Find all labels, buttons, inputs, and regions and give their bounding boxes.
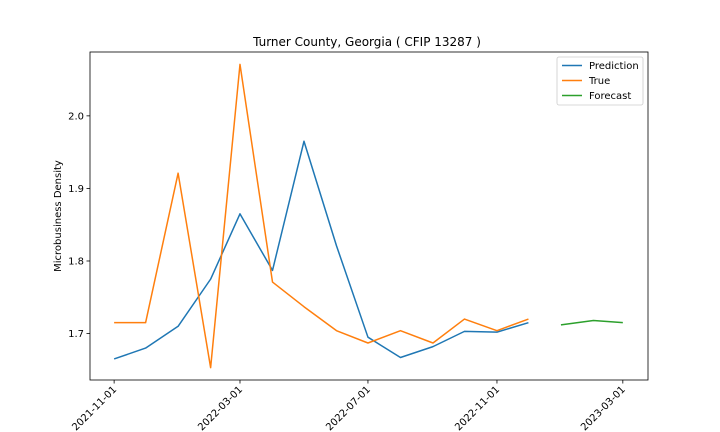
plot-area (113, 63, 623, 369)
y-tick-label: 2.0 (68, 111, 84, 122)
y-tick-label: 1.7 (68, 329, 84, 340)
legend-label-prediction: Prediction (589, 61, 639, 72)
series-line-forecast (560, 319, 623, 326)
chart-title: Turner County, Georgia ( CFIP 13287 ) (252, 35, 481, 49)
plot-frame (89, 51, 649, 381)
legend: Prediction True Forecast (556, 56, 644, 106)
series-line-prediction (113, 140, 529, 360)
series-line-true (114, 63, 529, 369)
legend-box (556, 56, 644, 106)
y-tick-label: 1.8 (68, 256, 84, 267)
y-axis-label: Microbusiness Density (53, 160, 64, 272)
legend-label-true: True (588, 76, 610, 87)
legend-label-forecast: Forecast (589, 91, 631, 102)
y-tick-label: 1.9 (68, 184, 84, 195)
